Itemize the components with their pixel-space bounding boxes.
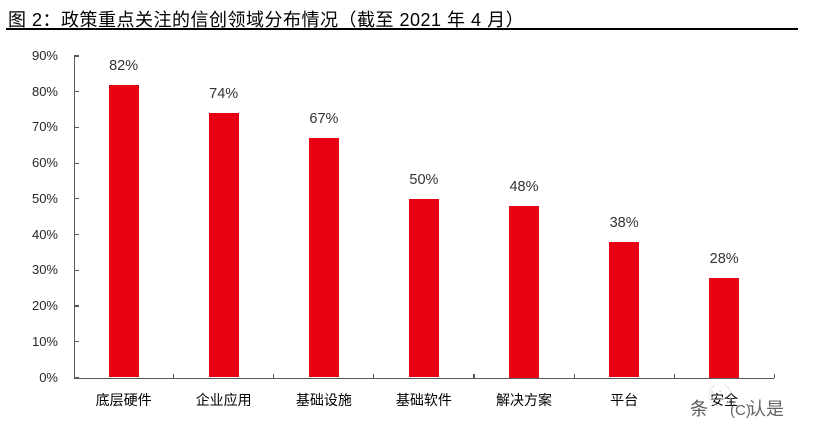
svg-text:条: 条 [690,399,708,419]
svg-text:认是: 认是 [748,399,784,419]
svg-text:(C): (C) [730,402,751,419]
